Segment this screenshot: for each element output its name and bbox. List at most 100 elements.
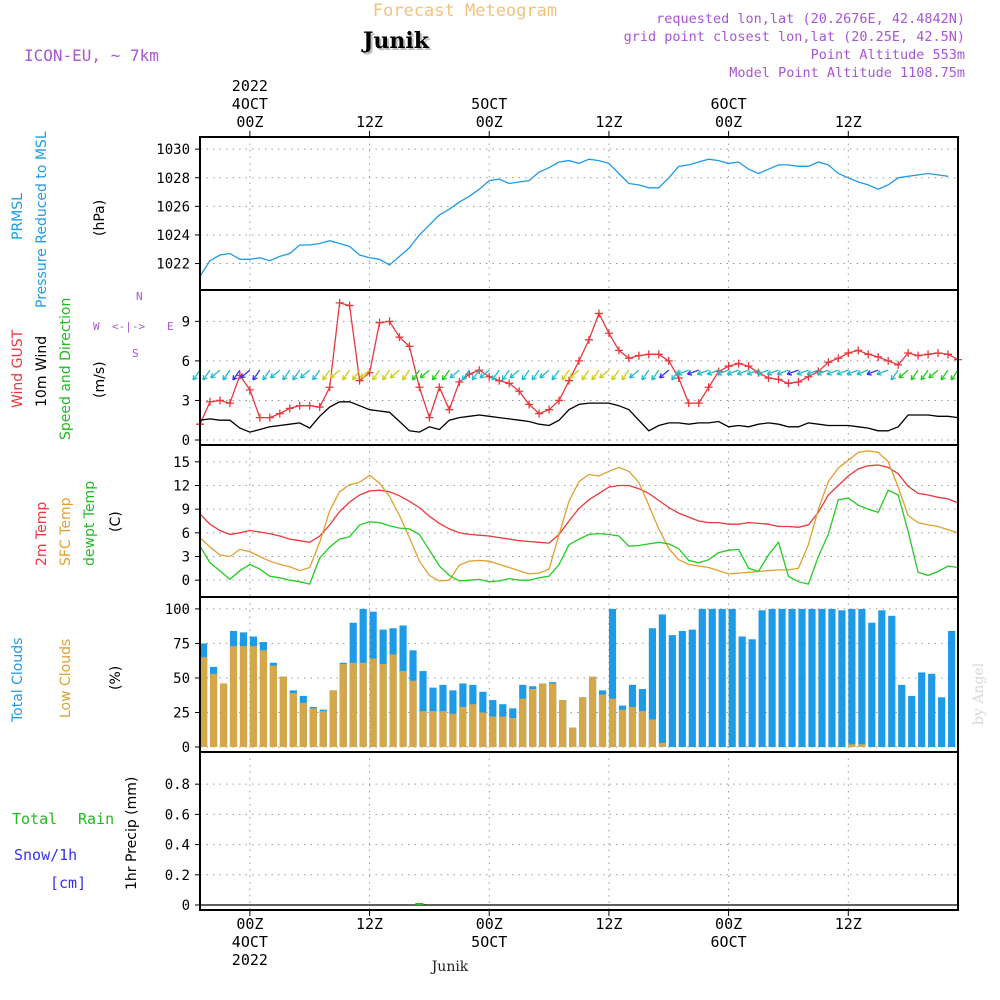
gust-marker: [265, 413, 274, 422]
wind-arrow: [501, 369, 510, 381]
series-10m-wind: [199, 401, 959, 433]
bar: [259, 650, 268, 747]
gust-marker: [834, 354, 843, 363]
wind-arrow: [687, 369, 699, 375]
gust-marker: [764, 374, 773, 383]
bar: [678, 631, 686, 747]
wind-arrow-head: [342, 375, 348, 381]
wind-arrow: [431, 369, 440, 381]
prmsl-label: PRMSL: [10, 193, 26, 240]
top-time-label: 00Z: [476, 113, 503, 131]
wind-arrow: [252, 369, 261, 381]
bar: [249, 646, 258, 747]
speed-direction-label: Speed and Direction: [58, 298, 74, 440]
wind-arrow-head: [621, 375, 627, 381]
wind-arrow: [920, 369, 929, 381]
wind-arrow: [910, 369, 919, 381]
wind-arrow: [717, 369, 729, 375]
wind-arrow: [471, 369, 480, 381]
wind-arrow: [509, 369, 520, 379]
frame-precip: [199, 751, 959, 911]
bar: [928, 673, 936, 747]
bar: [608, 698, 617, 747]
ytick-label: 9: [182, 314, 190, 330]
panel-temperature: 0 3 6 9 12 15: [173, 444, 959, 598]
grid-precip: [200, 752, 958, 910]
gust-marker: [944, 350, 953, 359]
top-time-label: 00Z: [715, 113, 742, 131]
gust-marker: [245, 385, 254, 394]
gust-marker: [225, 399, 234, 408]
wind-arrow: [846, 369, 859, 375]
wind-arrow-head: [611, 375, 617, 381]
low-clouds-label: Low Clouds: [58, 639, 74, 718]
wind-arrow-head: [521, 375, 527, 381]
wind-arrow-head: [866, 370, 872, 376]
wind-arrow: [747, 369, 759, 375]
wind-arrow-head: [920, 375, 926, 381]
gust-marker: [485, 372, 494, 381]
yaxis-precip: 0 0.2 0.4 0.6 0.8: [165, 777, 200, 914]
wind-unit-label: (m/s): [92, 361, 108, 398]
gust-marker: [235, 371, 244, 380]
bar: [948, 631, 956, 747]
bottom-time-label: 12Z: [835, 915, 862, 933]
ytick-label: 50: [173, 671, 190, 687]
ytick-label: 1028: [156, 171, 190, 187]
ytick-label: 3: [182, 393, 190, 409]
gust-marker: [864, 350, 873, 359]
series-sfc-temp: [199, 450, 959, 582]
wind-arrow: [292, 369, 301, 381]
gust-marker: [894, 360, 903, 369]
wind-arrow: [950, 369, 959, 381]
wind-arrow: [737, 369, 749, 375]
wind-arrow-head: [389, 373, 396, 379]
bar: [738, 636, 746, 747]
series-2m-temp: [199, 464, 959, 544]
ytick-label: 25: [173, 705, 190, 721]
precip-side-labels: Total Rain Snow/1h [cm] 1hr Precip (mm): [12, 777, 140, 892]
bar: [798, 608, 806, 747]
compass-w: W: [93, 320, 100, 333]
wind-arrow: [412, 369, 420, 381]
bar: [269, 665, 277, 747]
panel-precip: 0 0.2 0.4 0.6 0.8: [165, 751, 959, 914]
ytick-label: 1024: [156, 228, 190, 244]
wind-arrow: [786, 369, 799, 375]
wind-arrow: [876, 369, 889, 375]
wind-arrow: [330, 369, 341, 379]
temp-side-labels: 2m Temp SFC Temp dewpt Temp (C): [34, 481, 124, 566]
bar: [858, 608, 866, 747]
gust-marker: [315, 403, 324, 412]
bar: [459, 706, 467, 747]
wind-arrow-head: [461, 375, 468, 381]
ytick-label: 15: [173, 455, 190, 471]
wind-arrow: [898, 369, 909, 379]
wind-arrow: [402, 369, 410, 381]
wind-arrow-head: [876, 370, 882, 376]
gust-marker: [794, 378, 803, 386]
wind-arrow: [539, 369, 550, 379]
total-clouds-label: Total Clouds: [10, 638, 26, 723]
wind-arrow: [479, 369, 490, 379]
wind-arrow-head: [411, 375, 418, 381]
wind-arrow-head: [816, 370, 822, 376]
wind-arrow: [312, 369, 321, 381]
bar: [279, 676, 287, 747]
wind-arrow-head: [312, 375, 318, 381]
wind-arrow: [561, 369, 570, 381]
gust-marker: [515, 387, 524, 396]
top-time-label: 6OCT: [711, 95, 747, 113]
wind-arrow-head: [641, 375, 647, 381]
gust-marker: [694, 399, 703, 408]
bar: [209, 673, 218, 747]
gust-marker: [395, 333, 404, 342]
wind-arrow-head: [210, 373, 216, 379]
bar: [618, 709, 627, 747]
gust-marker: [435, 383, 444, 392]
bar: [409, 680, 417, 747]
watermark: by Angel: [971, 662, 987, 725]
gust-marker: [924, 350, 933, 359]
temp-unit-label: (C): [108, 511, 124, 532]
gust-marker: [824, 358, 833, 367]
